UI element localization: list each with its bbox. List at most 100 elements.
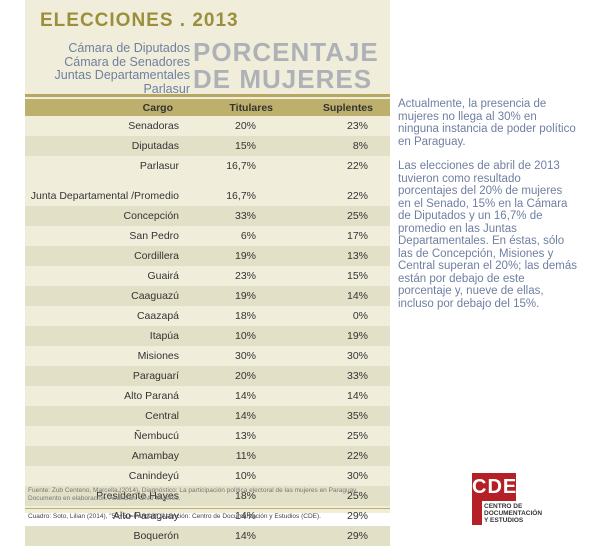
cell-titulares: 30% (234, 350, 256, 362)
cell-cargo: Paraguarí (132, 370, 179, 382)
cell-suplentes: 29% (346, 510, 368, 522)
table-row: Boquerón 14% 29% (25, 526, 390, 546)
cell-suplentes: 22% (346, 160, 368, 172)
table-row: Concepción 33% 25% (25, 206, 390, 226)
cell-suplentes: 23% (346, 120, 368, 132)
credit-note: Cuadro: Soto, Lilian (2014), "50+50=Pari… (28, 513, 321, 520)
table-group-national: Senadoras 20% 23% Diputadas 15% 8% Parlasur 16,… (25, 116, 390, 176)
cell-cargo: Cordillera (134, 250, 179, 262)
subtitle-list: Cámara de Diputados Cámara de Senadores … (40, 41, 191, 96)
table-row: Itapúa 10% 19% (25, 326, 390, 346)
table-row: Senadoras 20% 23% (25, 116, 390, 136)
cell-cargo: Boquerón (133, 530, 179, 542)
table-row: Cordillera 19% 13% (25, 246, 390, 266)
footer-divider (25, 508, 390, 509)
subtitle-item: Cámara de Senadores (64, 54, 190, 69)
cell-cargo: Alto Paraguay (113, 510, 179, 522)
side-paragraph-1: Actualmente, la presencia de mujeres no … (398, 98, 576, 148)
cell-suplentes: 19% (346, 330, 368, 342)
cell-suplentes: 30% (346, 350, 368, 362)
col-header-titulares: Titulares (229, 101, 273, 114)
col-header-cargo: Cargo (142, 101, 173, 114)
table-row: Parlasur 16,7% 22% (25, 156, 390, 176)
col-header-suplentes: Suplentes (322, 101, 373, 114)
cell-cargo: Junta Departamental /Promedio (30, 190, 179, 202)
cell-titulares: 10% (234, 470, 256, 482)
logo-line: CENTRO DE (484, 503, 523, 510)
cell-titulares: 13% (234, 430, 256, 442)
cell-cargo: Central (145, 410, 179, 422)
cell-suplentes: 29% (346, 530, 368, 542)
cell-cargo: Senadoras (128, 120, 179, 132)
cell-suplentes: 25% (346, 210, 368, 222)
cell-suplentes: 22% (346, 450, 368, 462)
cell-titulares: 14% (234, 530, 256, 542)
cell-titulares: 14% (234, 390, 256, 402)
table-row: Ñembucú 13% 25% (25, 426, 390, 446)
cell-titulares: 20% (234, 370, 256, 382)
cell-titulares: 14% (234, 510, 256, 522)
cell-suplentes: 17% (346, 230, 368, 242)
cde-logo-mark: CDE (472, 473, 516, 501)
cell-titulares: 16,7% (226, 190, 256, 202)
subtitle-item: Parlasur (143, 81, 190, 96)
table-row: Caazapá 18% 0% (25, 306, 390, 326)
cell-cargo: Caaguazú (131, 290, 179, 302)
cell-suplentes: 33% (346, 370, 368, 382)
cell-suplentes: 14% (346, 390, 368, 402)
cell-titulares: 33% (234, 210, 256, 222)
cell-suplentes: 15% (346, 270, 368, 282)
cell-cargo: Amambay (131, 450, 179, 462)
cell-titulares: 10% (234, 330, 256, 342)
cell-suplentes: 13% (346, 250, 368, 262)
cde-logo-text: CENTRO DE DOCUMENTACIÓN Y ESTUDIOS (484, 503, 542, 524)
table-row: Misiones 30% 30% (25, 346, 390, 366)
cell-cargo: Misiones (137, 350, 179, 362)
subtitle-item: Juntas Departamentales (54, 68, 191, 82)
cde-logo-bar (472, 501, 482, 525)
cell-cargo: Caazapá (136, 310, 179, 322)
table-row: Alto Paraná 14% 14% (25, 386, 390, 406)
cell-cargo: Concepción (123, 210, 179, 222)
group-spacer (25, 176, 390, 186)
cell-titulares: 23% (234, 270, 256, 282)
side-paragraph-2: Las elecciones de abril de 2013 tuvieron… (398, 160, 577, 310)
table-row: Guairá 23% 15% (25, 266, 390, 286)
cell-suplentes: 22% (346, 190, 368, 202)
cell-cargo: Guairá (147, 270, 179, 282)
cell-titulares: 18% (234, 310, 256, 322)
header-divider (25, 94, 390, 97)
table-row: Caaguazú 19% 14% (25, 286, 390, 306)
cde-logo: CDE CENTRO DE DOCUMENTACIÓN Y ESTUDIOS (472, 473, 542, 533)
table-row: Diputadas 15% 8% (25, 136, 390, 156)
table-row: Alto Paraguay 14% 29% (25, 506, 390, 526)
table-row: San Pedro 6% 17% (25, 226, 390, 246)
subtitle-item: Cámara de Diputados (68, 41, 190, 55)
side-text: Actualmente, la presencia de mujeres no … (398, 98, 578, 322)
table-row: Paraguarí 20% 33% (25, 366, 390, 386)
cell-titulares: 15% (234, 140, 256, 152)
cell-cargo: Diputadas (131, 140, 179, 152)
cell-cargo: Canindeyú (128, 470, 179, 482)
table-row: Junta Departamental /Promedio 16,7% 22% (25, 186, 390, 206)
cell-titulares: 18% (234, 490, 256, 502)
cell-suplentes: 0% (352, 310, 368, 322)
cell-suplentes: 30% (346, 470, 368, 482)
source-note: Fuente: Zub Centeno, Marcella (2014). Di… (28, 487, 358, 502)
table-group-departmental: Junta Departamental /Promedio 16,7% 22% Con… (25, 186, 390, 546)
cell-cargo: Ñembucú (134, 430, 179, 442)
cell-titulares: 11% (235, 450, 256, 462)
headline-line1: PORCENTAJE (193, 37, 379, 67)
cell-suplentes: 8% (352, 140, 368, 152)
page-title: ELECCIONES . 2013 (40, 10, 239, 31)
cell-suplentes: 14% (346, 290, 368, 302)
cell-suplentes: 25% (346, 430, 368, 442)
cell-suplentes: 25% (346, 490, 368, 502)
cell-titulares: 6% (240, 230, 256, 242)
cell-cargo: Presidente Hayes (96, 490, 179, 502)
cell-titulares: 19% (234, 250, 256, 262)
logo-line: DOCUMENTACIÓN (484, 510, 543, 517)
cell-cargo: San Pedro (129, 230, 179, 242)
logo-line: Y ESTUDIOS (484, 517, 524, 524)
cell-titulares: 20% (234, 120, 256, 132)
